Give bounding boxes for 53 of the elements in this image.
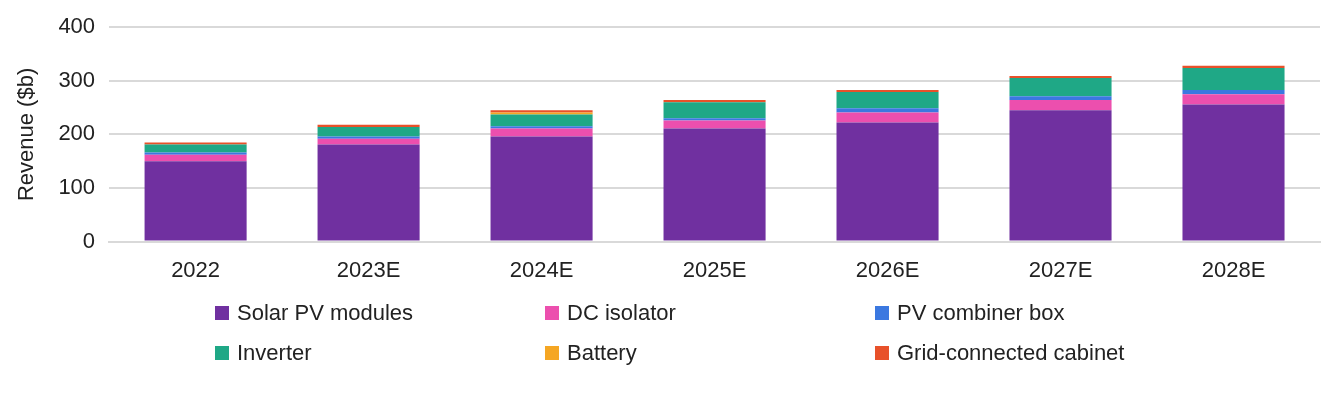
bar <box>1009 96 1112 101</box>
bar <box>144 142 247 145</box>
legend-label: DC isolator <box>567 300 676 326</box>
bar <box>1009 78 1112 97</box>
x-tick-label: 2026E <box>855 256 920 282</box>
bar <box>836 122 939 241</box>
x-tick-label: 2025E <box>682 256 747 282</box>
bar <box>317 126 420 137</box>
bar <box>1182 104 1285 241</box>
bar <box>663 120 766 129</box>
y-tick-label: 400 <box>58 13 96 39</box>
bar <box>836 89 939 93</box>
bar <box>317 144 420 241</box>
bar <box>836 108 939 113</box>
bar <box>490 128 593 137</box>
legend-label: PV combiner box <box>897 300 1065 326</box>
bar <box>144 144 247 153</box>
y-tick-label: 200 <box>58 120 96 146</box>
bar <box>490 136 593 241</box>
bar <box>490 114 593 127</box>
bar <box>663 102 766 119</box>
bar <box>490 126 593 129</box>
y-axis-title: Revenue ($b) <box>13 67 39 202</box>
bar <box>317 138 420 145</box>
bar <box>1009 110 1112 241</box>
y-tick-label: 300 <box>58 66 96 92</box>
bar <box>1182 94 1285 105</box>
legend-label: Battery <box>567 340 637 366</box>
y-tick-label: 100 <box>58 174 96 200</box>
bar <box>836 112 939 123</box>
bar <box>1009 75 1112 79</box>
legend-label: Inverter <box>237 340 312 366</box>
bar <box>1009 100 1112 111</box>
legend-label: Grid-connected cabinet <box>897 340 1125 366</box>
bar <box>663 100 766 103</box>
bar <box>663 128 766 241</box>
bar <box>317 124 420 127</box>
x-tick-label: 2028E <box>1201 256 1266 282</box>
bar <box>1182 89 1285 95</box>
x-tick-label: 2022 <box>171 256 221 282</box>
bar <box>1182 67 1285 90</box>
bar <box>144 154 247 162</box>
bar <box>144 161 247 241</box>
bar <box>317 136 420 139</box>
y-tick-label: 0 <box>82 227 96 253</box>
bar <box>836 92 939 109</box>
bar <box>1182 65 1285 68</box>
bar <box>144 152 247 155</box>
x-tick-label: 2023E <box>336 256 401 282</box>
x-tick-label: 2027E <box>1028 256 1093 282</box>
bar <box>663 118 766 121</box>
x-tick-label: 2024E <box>509 256 574 282</box>
legend-label: Solar PV modules <box>237 300 414 326</box>
